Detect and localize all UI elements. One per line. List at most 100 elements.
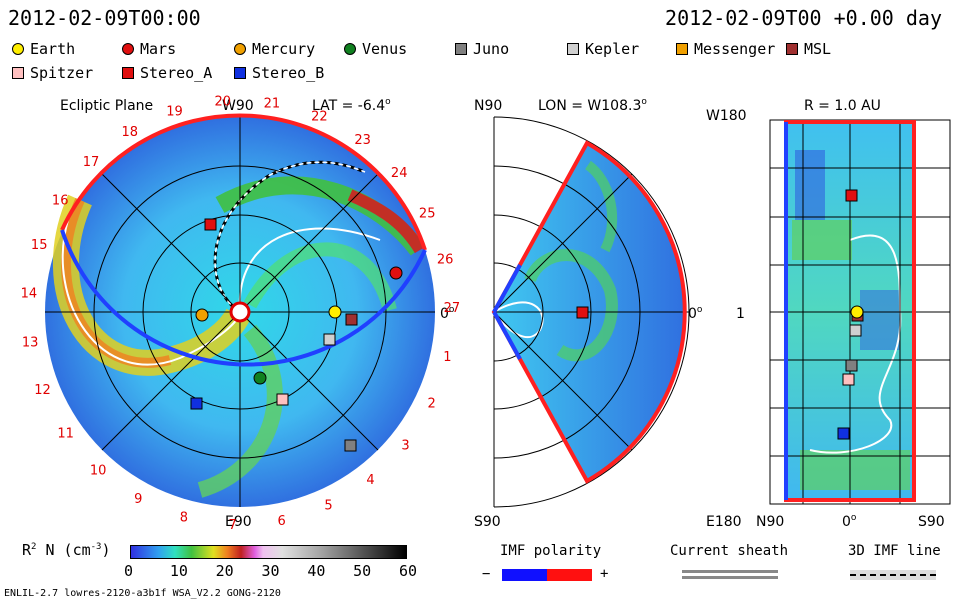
rotation-label: 1 (443, 350, 451, 365)
rotation-label: 26 (437, 252, 454, 267)
density-arm (243, 242, 397, 312)
legend-marker-circle (234, 43, 246, 55)
legend-item-mars: Mars (122, 40, 176, 58)
legend-marker-square (676, 43, 688, 55)
legend-marker-circle (12, 43, 24, 55)
kepler-marker (849, 324, 862, 337)
polarity-boundary-negative (492, 311, 522, 360)
rotation-label: 5 (324, 499, 332, 514)
rotation-label: 12 (34, 383, 51, 398)
rotation-label: 10 (90, 464, 107, 479)
imf-field-line (214, 161, 366, 313)
polarity-boundary-negative (492, 264, 522, 313)
legend-label: Stereo_B (252, 64, 325, 82)
legend-item-msl: MSL (786, 40, 831, 58)
legend-marker-square (122, 67, 134, 79)
kepler-marker (323, 333, 336, 346)
legend-label: MSL (804, 40, 832, 58)
density-arm-core (60, 197, 172, 368)
legend-label: Stereo_A (140, 64, 213, 82)
density-patch (800, 450, 910, 490)
stereo-a-marker (576, 306, 589, 319)
sphere-title: R = 1.0 AU (804, 98, 881, 114)
venus-marker (253, 371, 267, 385)
stereo-a-marker (845, 189, 858, 202)
left-timestamp: 2012-02-09T00:00 (8, 6, 201, 30)
legend-item-spitzer: Spitzer (12, 64, 93, 82)
zero-x-label: 0o (842, 513, 857, 530)
rotation-label: 24 (391, 166, 408, 181)
right-timestamp: 2012-02-09T00 +0.00 day (665, 6, 942, 30)
rotation-label: 21 (264, 96, 281, 111)
legend-item-mercury: Mercury (234, 40, 315, 58)
rotation-label: 7 (228, 518, 236, 530)
legend-label: Mercury (252, 40, 316, 58)
meridional-panel: N90 LON = W108.3o 0o S90 (474, 97, 703, 530)
lat-label: LAT = -6.4o (312, 97, 391, 114)
legend-marker-square (12, 67, 24, 79)
imf-positive-swatch (547, 569, 592, 581)
colorbar-tick-label: 50 (353, 562, 372, 580)
w90-label: W90 (222, 98, 254, 114)
earth-marker (328, 305, 342, 319)
model-info-footer: ENLIL-2.7 lowres-2120-a3b1f WSA_V2.2 GON… (4, 588, 281, 599)
colorbar-tick-label: 0 (124, 562, 134, 580)
legend-item-kepler: Kepler (567, 40, 639, 58)
s90-x-label: S90 (918, 514, 945, 530)
legend-label: Earth (30, 40, 76, 58)
rotation-label: 27 (444, 301, 461, 316)
polarity-boundary-positive (60, 113, 427, 251)
colorbar-tick-label: 40 (307, 562, 326, 580)
current-sheath-line (61, 219, 241, 366)
polarity-boundary-positive (491, 140, 687, 484)
current-sheath-line (238, 227, 381, 313)
density-arm (584, 160, 618, 253)
legend-marker-square (786, 43, 798, 55)
legend-marker-square (234, 67, 246, 79)
spitzer-marker (276, 393, 289, 406)
spitzer-marker (842, 373, 855, 386)
density-patch (860, 290, 900, 350)
stereo-b-marker (190, 397, 203, 410)
legend-marker-circle (122, 43, 134, 55)
zero-label: 0o (688, 305, 703, 322)
rotation-label: 8 (180, 511, 188, 526)
sun-marker (229, 301, 251, 323)
colorbar-label: R2 N (cm-3) (22, 541, 111, 559)
colorbar-tick-label: 60 (399, 562, 418, 580)
legend-label: Messenger (694, 40, 776, 58)
rotation-label: 4 (366, 473, 374, 488)
legend-label: Kepler (585, 40, 640, 58)
rotation-label: 6 (278, 514, 286, 529)
rotation-label: 14 (21, 286, 38, 301)
legend-item-juno: Juno (455, 40, 509, 58)
earth-marker (850, 305, 864, 319)
stereo-b-marker (837, 427, 850, 440)
e90-label: E90 (225, 514, 252, 530)
legend-label: Mars (140, 40, 177, 58)
density-colorbar (130, 545, 407, 559)
lon-label: LON = W108.3o (538, 97, 647, 114)
colorbar-tick-label: 20 (215, 562, 234, 580)
current-sheath-swatch (682, 576, 778, 579)
e180-label: E180 (706, 514, 742, 530)
colorbar-tick-label: 10 (169, 562, 188, 580)
rotation-label: 15 (31, 238, 48, 253)
rotation-label: 2 (427, 397, 435, 412)
legend-marker-square (455, 43, 467, 55)
s90-label: S90 (474, 514, 501, 530)
rotation-label: 25 (419, 207, 436, 222)
legend-marker-square (567, 43, 579, 55)
n90-x-label: N90 (756, 514, 784, 530)
density-arm (524, 249, 618, 362)
current-sheath-title: Current sheath (670, 543, 789, 559)
sphere-map-panel: R = 1.0 AU W180 1 E180 N90 0o S90 (706, 98, 951, 530)
rotation-label: 17 (83, 155, 100, 170)
density-arm-core (347, 189, 426, 254)
legend-item-venus: Venus (344, 40, 407, 58)
imf-minus-label: − (482, 566, 491, 582)
colorbar-tick-label: 30 (261, 562, 280, 580)
current-sheath-line (809, 234, 902, 454)
legend-label: Venus (362, 40, 408, 58)
